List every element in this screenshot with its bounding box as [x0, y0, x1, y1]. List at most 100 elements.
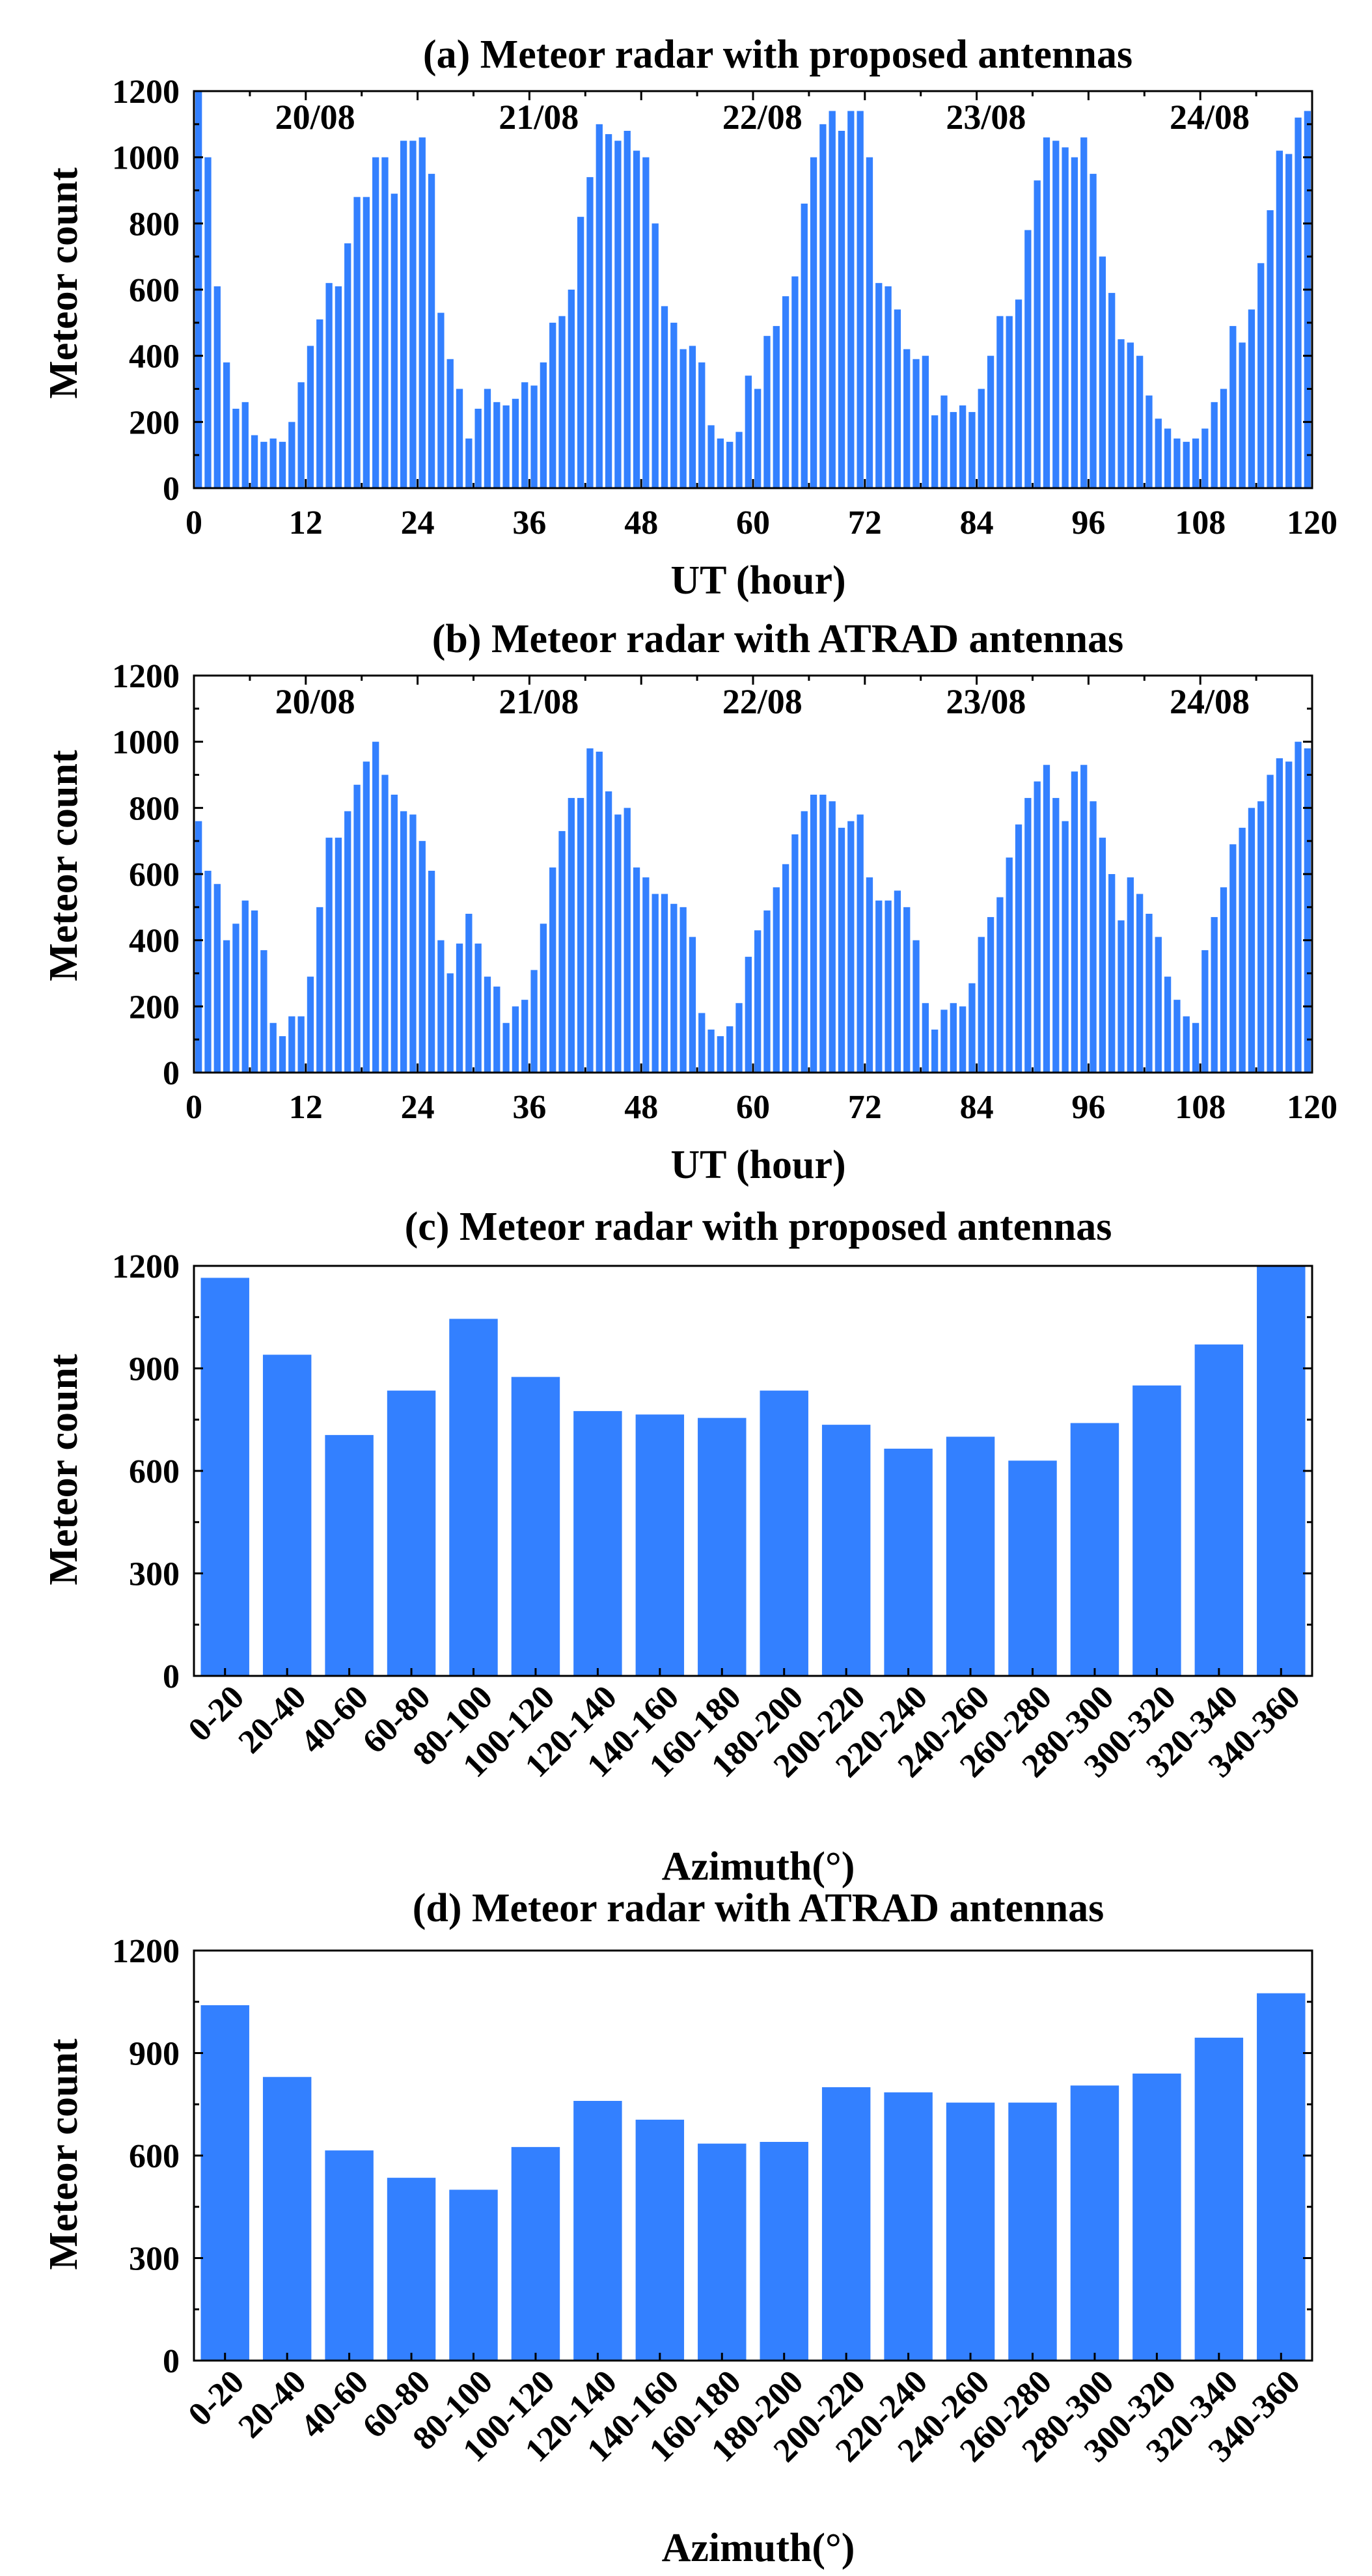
bar	[885, 286, 892, 488]
bar	[558, 830, 566, 1073]
y-ticks: 0 200 400 600 800 1000 1200	[112, 658, 1312, 1092]
bar	[847, 821, 855, 1073]
bar	[409, 814, 417, 1073]
bar	[428, 174, 435, 488]
date-annotations: 20/08 21/08 22/08 23/08 24/08	[275, 98, 1250, 137]
bar	[307, 346, 314, 488]
bar	[1034, 781, 1041, 1073]
bar	[1304, 748, 1311, 1073]
bar	[857, 111, 864, 488]
bar	[1229, 325, 1237, 488]
bar	[652, 223, 659, 488]
bar	[1164, 976, 1172, 1073]
y-tick-label: 800	[129, 790, 180, 827]
y-tick-label: 300	[129, 1556, 180, 1593]
bar	[400, 141, 407, 488]
bar	[773, 325, 780, 488]
bar	[1071, 771, 1078, 1073]
date-annotations: 20/08 21/08 22/08 23/08 24/08	[275, 682, 1250, 721]
y-tick-label: 1000	[112, 140, 180, 177]
bar	[1201, 950, 1209, 1073]
bar	[344, 243, 351, 488]
bar	[661, 306, 668, 488]
x-axis-label: UT (hour)	[670, 1143, 845, 1187]
bar	[586, 177, 594, 488]
bar	[1276, 758, 1283, 1073]
bar	[652, 894, 659, 1073]
bar	[1136, 894, 1144, 1073]
panel-b: (b) Meteor radar with ATRAD antennas Met…	[42, 617, 1338, 1187]
y-tick-label: 0	[163, 1658, 180, 1695]
plot-frame	[193, 1265, 1313, 1677]
bar	[344, 811, 351, 1073]
bar	[512, 398, 519, 488]
bar	[1136, 355, 1144, 488]
bar	[1070, 1423, 1119, 1676]
bar	[1194, 2037, 1244, 2361]
bar	[456, 389, 463, 488]
x-tick-label: 120	[1287, 1089, 1338, 1126]
bar	[1108, 293, 1116, 488]
date-label: 21/08	[499, 682, 579, 721]
bar	[381, 157, 389, 488]
bar	[1132, 2074, 1181, 2361]
bar	[679, 907, 687, 1073]
bar	[782, 864, 789, 1073]
bar	[931, 1029, 939, 1073]
x-ticks: 0 12 24 36 48 60 72 84 96 108 120	[185, 91, 1338, 541]
bar	[940, 395, 948, 488]
y-tick-label: 600	[129, 272, 180, 309]
bar	[745, 376, 752, 488]
bar	[437, 940, 445, 1073]
bar	[1295, 741, 1302, 1073]
y-axis-label: Meteor count	[42, 1354, 86, 1585]
bar	[754, 389, 761, 488]
bar	[1211, 917, 1218, 1073]
date-label: 23/08	[946, 682, 1026, 721]
bar-group	[195, 91, 1311, 489]
bar	[707, 1029, 715, 1073]
bar	[241, 402, 249, 488]
bar	[484, 389, 491, 488]
bar	[437, 312, 445, 488]
y-axis-label: Meteor count	[42, 2038, 86, 2270]
bar	[363, 197, 370, 488]
bar	[1099, 256, 1106, 488]
bar	[325, 282, 333, 488]
bar	[1239, 342, 1246, 488]
x-tick-label: 24	[401, 504, 435, 541]
bar	[946, 2102, 995, 2361]
y-tick-label: 600	[129, 856, 180, 894]
bar	[635, 1414, 685, 1676]
bar-group	[195, 741, 1311, 1073]
x-tick-label: 40-60	[294, 1679, 376, 1761]
bar	[1192, 1022, 1200, 1073]
bar	[251, 910, 258, 1073]
bar	[838, 131, 845, 488]
bar	[325, 1434, 374, 1676]
bar	[946, 1436, 995, 1676]
y-tick-label: 0	[163, 1055, 180, 1092]
x-ticks: 0-2020-4040-6060-8080-100100-120120-1401…	[181, 1668, 1308, 1785]
bar	[1090, 174, 1097, 488]
bar	[894, 890, 901, 1073]
bar	[1024, 798, 1032, 1073]
bar	[1257, 263, 1265, 488]
bar	[1006, 857, 1013, 1073]
bar	[269, 438, 277, 488]
bar	[605, 791, 612, 1073]
y-ticks: 0 200 400 600 800 1000 1200	[112, 74, 1312, 508]
bar	[232, 924, 240, 1073]
bar	[987, 355, 995, 488]
bar	[1248, 309, 1255, 488]
chart-title: (a) Meteor radar with proposed antennas	[423, 33, 1132, 77]
bar	[922, 1003, 929, 1073]
bar	[372, 741, 379, 1073]
bar	[760, 2142, 808, 2361]
bar	[1052, 141, 1060, 488]
bar	[717, 438, 724, 488]
bar	[996, 316, 1004, 488]
y-tick-label: 200	[129, 989, 180, 1026]
x-tick-label: 84	[960, 504, 994, 541]
